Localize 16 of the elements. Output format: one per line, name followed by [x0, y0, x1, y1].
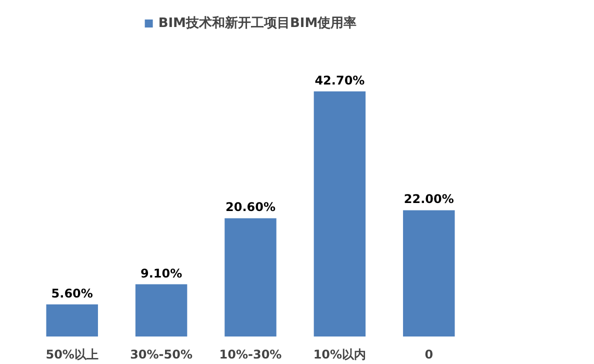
x-tick-label: 10%以内	[313, 348, 366, 362]
x-tick-label: 30%-50%	[130, 348, 193, 362]
bar	[46, 304, 98, 336]
x-tick-label: 50%以上	[46, 348, 98, 362]
data-label: 42.70%	[314, 73, 365, 88]
bar	[224, 218, 276, 336]
legend-label: BIM技术和新开工项目BIM使用率	[158, 14, 357, 32]
data-label: 20.60%	[226, 200, 276, 214]
bar	[403, 210, 455, 336]
x-tick-label: 10%-30%	[219, 348, 282, 362]
data-label: 5.60%	[51, 286, 93, 300]
data-label: 22.00%	[404, 192, 454, 206]
bar	[135, 284, 188, 336]
x-tick-label: 0	[424, 348, 434, 362]
bar	[314, 91, 366, 336]
data-label: 9.10%	[140, 266, 182, 280]
